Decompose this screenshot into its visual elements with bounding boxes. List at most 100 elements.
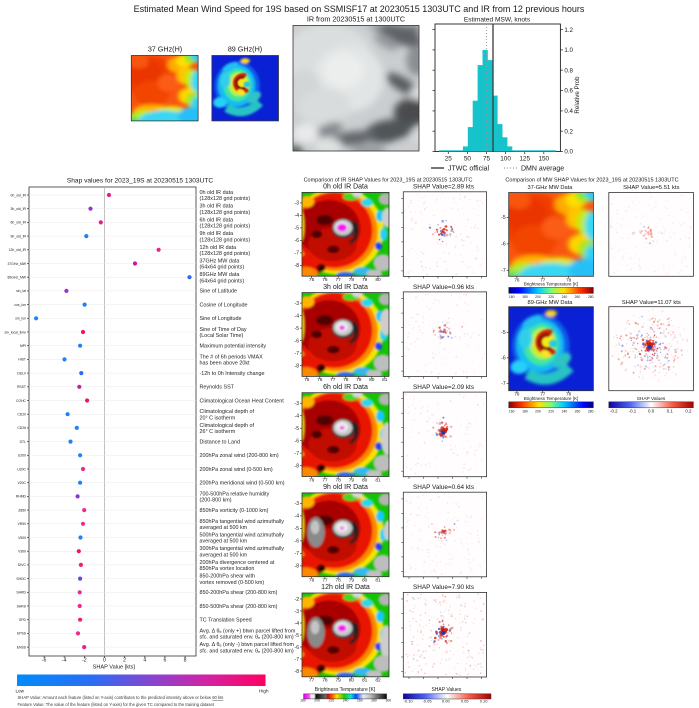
svg-text:82: 82 (375, 678, 381, 684)
svg-text:0h old IR data: 0h old IR data (200, 190, 234, 196)
svg-text:220: 220 (329, 698, 335, 702)
svg-text:cos_lon: cos_lon (14, 303, 26, 307)
svg-text:Brightness Temperature [K]: Brightness Temperature [K] (524, 396, 578, 401)
svg-text:-7: -7 (501, 268, 506, 274)
svg-text:76: 76 (514, 277, 520, 282)
svg-text:150: 150 (538, 156, 549, 163)
svg-text:IR from 20230515 at 1300UTC: IR from 20230515 at 1300UTC (307, 15, 405, 24)
svg-text:averaged at 500 km: averaged at 500 km (200, 539, 248, 545)
svg-text:(200-800 km): (200-800 km) (200, 498, 232, 504)
svg-text:37-GHz MW Data: 37-GHz MW Data (528, 185, 574, 191)
svg-text:VR50: VR50 (18, 522, 27, 526)
svg-text:SPD: SPD (19, 618, 27, 622)
svg-text:0.00: 0.00 (442, 699, 451, 704)
svg-text:4: 4 (143, 658, 146, 664)
svg-text:20° C isotherm: 20° C isotherm (200, 415, 236, 421)
svg-text:-4: -4 (295, 313, 300, 319)
svg-text:-2: -2 (295, 597, 300, 603)
svg-text:850-500hPa shear (200-800 km): 850-500hPa shear (200-800 km) (200, 604, 278, 610)
svg-text:sfc. and saturated env. θₑ (20: sfc. and saturated env. θₑ (200-800 km) (200, 648, 294, 654)
svg-text:has been above 20kt: has been above 20kt (200, 361, 251, 367)
svg-text:V300: V300 (18, 550, 26, 554)
svg-text:50: 50 (464, 156, 472, 163)
svg-text:Reynolds SST: Reynolds SST (200, 385, 235, 391)
svg-text:3h old IR data: 3h old IR data (200, 204, 234, 210)
svg-text:SHAP Values: SHAP Values (431, 687, 461, 693)
svg-text:200: 200 (535, 409, 541, 413)
svg-text:-6: -6 (295, 338, 300, 344)
svg-text:260: 260 (357, 698, 363, 702)
svg-text:-5: -5 (501, 330, 506, 336)
svg-text:300hPa tangential wind azimuth: 300hPa tangential wind azimuthally (200, 546, 285, 552)
svg-text:Sine of Longitude: Sine of Longitude (200, 316, 242, 322)
svg-text:(128x128 grid points): (128x128 grid points) (200, 210, 251, 216)
svg-text:280: 280 (588, 409, 594, 413)
svg-text:79: 79 (349, 578, 355, 584)
svg-text:-4: -4 (62, 658, 67, 664)
svg-text:3h_old_IR: 3h_old_IR (11, 207, 27, 211)
svg-text:78: 78 (343, 377, 349, 383)
svg-text:(64x64 grid points): (64x64 grid points) (200, 278, 245, 284)
svg-text:averaged at 500 km: averaged at 500 km (200, 525, 248, 531)
svg-text:75: 75 (309, 277, 315, 283)
svg-text:Distance to Land: Distance to Land (200, 439, 240, 445)
svg-text:DIVC: DIVC (18, 563, 27, 567)
svg-text:Maximum potential intensity: Maximum potential intensity (200, 344, 267, 350)
svg-text:78: 78 (349, 277, 355, 283)
svg-text:U20C: U20C (17, 467, 26, 471)
svg-text:(64x64 grid points): (64x64 grid points) (200, 265, 245, 271)
svg-text:Comparison of IR SHAP Values f: Comparison of IR SHAP Values for 2023_19… (304, 178, 473, 184)
svg-text:0h_old_IR: 0h_old_IR (11, 193, 27, 197)
svg-text:-7: -7 (295, 351, 300, 357)
svg-text:(128x128 grid points): (128x128 grid points) (200, 251, 251, 257)
svg-text:9h_old_IR: 9h_old_IR (11, 234, 27, 238)
svg-text:COHC: COHC (16, 399, 27, 403)
svg-text:81: 81 (375, 578, 381, 584)
svg-text:77: 77 (330, 377, 336, 383)
svg-text:76: 76 (309, 578, 315, 584)
svg-text:77: 77 (336, 277, 342, 283)
svg-text:200: 200 (314, 698, 320, 702)
svg-text:(128x128 grid points): (128x128 grid points) (200, 224, 251, 230)
svg-text:280: 280 (588, 295, 594, 299)
svg-text:-7: -7 (295, 451, 300, 457)
svg-text:(128x128 grid points): (128x128 grid points) (200, 237, 251, 243)
svg-text:9h old IR data: 9h old IR data (200, 231, 234, 237)
svg-text:vortex removed (0-500 km): vortex removed (0-500 km) (200, 580, 265, 586)
svg-text:SHAP Value=2.89 kts: SHAP Value=2.89 kts (413, 184, 474, 191)
svg-text:-0.2: -0.2 (610, 408, 618, 413)
svg-text:0.0: 0.0 (648, 408, 655, 413)
svg-text:-8: -8 (295, 464, 300, 470)
svg-text:EPSS: EPSS (17, 632, 27, 636)
svg-text:850-200hPa shear (200-800 km): 850-200hPa shear (200-800 km) (200, 590, 278, 596)
svg-text:500hPa tangential wind azimuth: 500hPa tangential wind azimuthally (200, 533, 285, 539)
svg-text:-7: -7 (295, 251, 300, 257)
svg-text:-8: -8 (295, 363, 300, 369)
svg-text:SHRS: SHRS (17, 604, 27, 608)
svg-text:260: 260 (575, 295, 581, 299)
svg-text:Avg. Δ θₑ (only -) btwn parcel: Avg. Δ θₑ (only -) btwn parcel lifted fr… (200, 642, 295, 648)
svg-text:-4: -4 (295, 621, 300, 627)
svg-text:77: 77 (309, 678, 315, 684)
svg-text:300: 300 (385, 698, 391, 702)
svg-text:SHAP Value=0.96 kts: SHAP Value=0.96 kts (413, 284, 474, 291)
svg-text:(Local Solar Time): (Local Solar Time) (200, 333, 244, 339)
svg-text:V500: V500 (18, 536, 26, 540)
svg-text:125: 125 (519, 156, 530, 163)
svg-text:-4: -4 (295, 414, 300, 420)
svg-text:850hPa vortex location: 850hPa vortex location (200, 566, 255, 572)
svg-text:-3: -3 (295, 301, 300, 307)
svg-text:-5: -5 (501, 215, 506, 221)
svg-text:V20C: V20C (18, 481, 27, 485)
svg-text:-7: -7 (295, 657, 300, 663)
svg-text:78: 78 (566, 277, 572, 282)
svg-text:2: 2 (123, 658, 126, 664)
svg-text:240: 240 (562, 295, 568, 299)
svg-text:76: 76 (309, 477, 315, 483)
svg-text:SHAP Value=2.09 kts: SHAP Value=2.09 kts (413, 384, 474, 391)
svg-text:79: 79 (349, 477, 355, 483)
svg-text:280: 280 (371, 698, 377, 702)
svg-text:26° C isotherm: 26° C isotherm (200, 429, 236, 435)
svg-text:78: 78 (336, 477, 342, 483)
svg-text:37GHz MW data: 37GHz MW data (200, 259, 240, 265)
